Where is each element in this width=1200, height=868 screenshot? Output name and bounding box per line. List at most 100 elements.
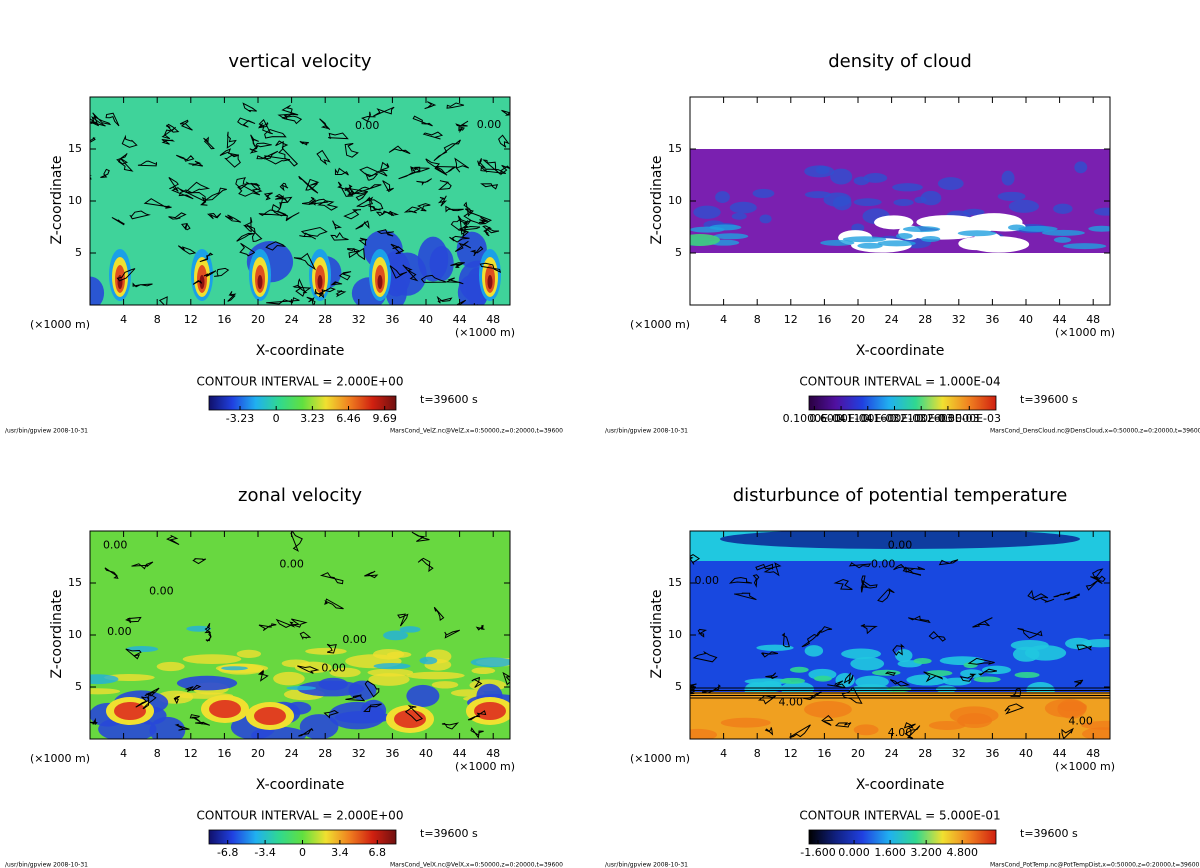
x-tick-label: 20 xyxy=(851,747,865,760)
colorbar-tick-label: 0.3000E-03 xyxy=(938,412,1001,425)
x-tick-label: 48 xyxy=(1086,313,1100,326)
contour-line xyxy=(450,262,465,268)
contour-line xyxy=(300,226,328,237)
contour-label: 0.00 xyxy=(871,557,896,570)
contour-line xyxy=(314,289,324,298)
field-blob xyxy=(902,226,941,233)
contour-line xyxy=(195,721,211,726)
contour-line xyxy=(345,694,366,702)
contour-line xyxy=(237,184,261,197)
contour-line xyxy=(344,143,359,158)
contour-line xyxy=(938,559,959,566)
contour-line xyxy=(257,122,269,129)
y-tick-label: 5 xyxy=(75,680,82,693)
contour-line xyxy=(143,198,172,209)
contour-line xyxy=(227,291,237,302)
contour-line xyxy=(200,196,208,206)
field-blob xyxy=(1014,671,1040,678)
x-tick-label: 16 xyxy=(217,313,231,326)
contour-line xyxy=(821,714,834,726)
contour-line xyxy=(1074,679,1084,688)
contour-line xyxy=(92,112,112,126)
field-blob xyxy=(471,667,496,674)
x-tick-label: 24 xyxy=(285,313,299,326)
field-blob xyxy=(982,665,1012,675)
contour-line xyxy=(1061,727,1074,739)
contour-line xyxy=(928,631,946,642)
contour-line xyxy=(177,245,197,255)
contour-line xyxy=(242,102,257,113)
contour-line xyxy=(972,617,993,628)
time-label: t=39600 s xyxy=(1020,827,1078,840)
field-blob xyxy=(892,183,923,192)
contour-line xyxy=(892,643,905,656)
field-blob xyxy=(832,195,852,211)
contour-line xyxy=(364,570,379,579)
contour-label: 0.00 xyxy=(149,584,174,597)
field-blob xyxy=(928,720,966,730)
field-blob xyxy=(149,716,186,739)
field-blob xyxy=(254,707,286,725)
contour-line xyxy=(189,714,201,723)
footer-right: MarsCond_DensCloud.nc@DensCloud,x=0:5000… xyxy=(990,428,1200,435)
contour-label: 0.00 xyxy=(355,119,380,132)
contour-line xyxy=(1053,591,1071,598)
field-blob xyxy=(1081,639,1110,648)
contour-line xyxy=(398,166,421,180)
contour-line xyxy=(420,274,447,283)
colorbar-tick-label: 0.1100E-03 xyxy=(836,412,899,425)
contour-line xyxy=(1040,597,1055,603)
contour-line xyxy=(781,632,790,648)
contour-line xyxy=(348,247,366,261)
contour-line xyxy=(358,237,368,247)
contour-line xyxy=(275,618,296,629)
contour-line xyxy=(281,104,299,116)
field-blob xyxy=(729,201,757,214)
contour-line xyxy=(117,157,134,172)
contour-line xyxy=(902,566,922,576)
panel: disturbunce of potential temperature 0.00… xyxy=(605,485,1200,868)
field-blob xyxy=(713,233,749,240)
x-tick-label: 28 xyxy=(918,747,932,760)
footer-left: /usr/bin/gpview 2008-10-31 xyxy=(605,428,688,435)
contour-line xyxy=(422,131,444,140)
contour-line xyxy=(364,680,380,698)
contour-line xyxy=(176,154,195,162)
contour-line xyxy=(402,264,419,282)
x-tick-label: 32 xyxy=(952,313,966,326)
contour-line xyxy=(347,247,360,253)
contour-line xyxy=(885,671,897,677)
field-blob xyxy=(1018,225,1058,232)
field-blob xyxy=(863,173,888,183)
field-blob xyxy=(286,685,317,691)
field-blob xyxy=(90,276,105,305)
contour-line xyxy=(475,624,485,631)
colorbar-tick-label: 6.8 xyxy=(369,846,387,859)
field-blob xyxy=(406,671,465,680)
field-blob xyxy=(850,656,885,671)
contour-line xyxy=(690,683,697,691)
contour-line xyxy=(417,557,434,573)
contour-line xyxy=(697,628,708,638)
contour-line xyxy=(1004,703,1025,715)
contour-line xyxy=(327,132,349,140)
contour-line xyxy=(848,562,872,569)
x-tick-label: 36 xyxy=(985,313,999,326)
contour-line xyxy=(758,695,776,705)
field-blob xyxy=(842,236,887,243)
y-tick-label: 15 xyxy=(668,576,682,589)
contour-line xyxy=(425,158,448,176)
contour-line xyxy=(446,277,464,285)
x-tick-label: 8 xyxy=(754,747,761,760)
field-blob xyxy=(1008,199,1040,213)
contour-line xyxy=(305,178,320,191)
x-tick-label: 40 xyxy=(1019,313,1033,326)
contour-line xyxy=(1085,575,1106,591)
field-blob xyxy=(385,273,408,305)
colorbar-tick-label: 6.46 xyxy=(336,412,361,425)
contour-line xyxy=(397,613,409,627)
contour-label: 0.00 xyxy=(342,633,367,646)
field-blob xyxy=(693,205,721,219)
contour-line xyxy=(319,118,331,130)
